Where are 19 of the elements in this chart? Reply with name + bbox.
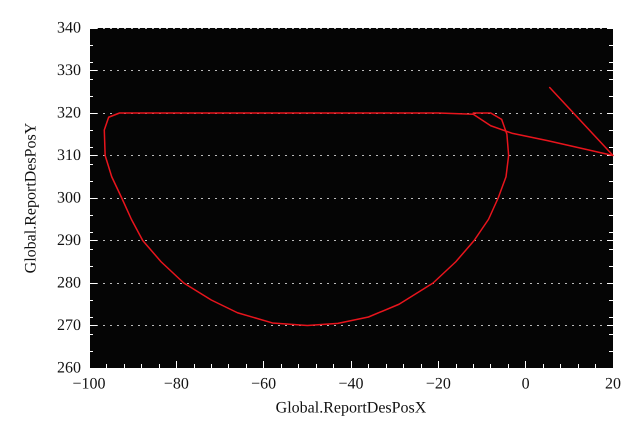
x-tick-label: −60	[251, 376, 276, 392]
x-tick-label: 0	[522, 376, 530, 392]
x-tick-label: −80	[164, 376, 189, 392]
y-axis-title: Global.ReportDesPosY	[22, 122, 40, 274]
y-tick-label: 330	[57, 62, 81, 79]
x-tick-label: −100	[72, 376, 106, 392]
x-tick-label: 20	[605, 376, 621, 392]
y-tick-label: 310	[57, 147, 81, 164]
y-tick-label: 320	[57, 104, 81, 122]
x-axis-title: Global.ReportDesPosX	[276, 400, 427, 416]
y-tick-label: 340	[57, 20, 81, 36]
y-tick-label: 270	[57, 317, 81, 334]
y-tick-label: 290	[57, 232, 81, 249]
y-tick-label: 300	[57, 190, 81, 206]
x-tick-label: −40	[338, 376, 364, 392]
y-tick-label: 260	[57, 360, 81, 376]
line-series	[104, 86, 614, 326]
x-tick-label: −20	[426, 376, 451, 392]
y-tick-label: 280	[57, 274, 81, 292]
